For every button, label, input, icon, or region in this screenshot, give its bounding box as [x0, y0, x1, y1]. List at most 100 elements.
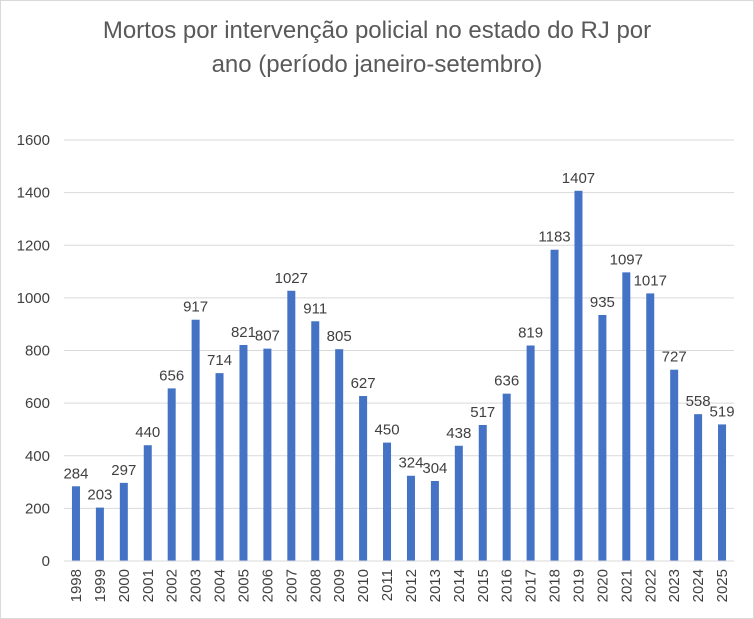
bar	[215, 373, 224, 561]
bar	[263, 348, 272, 561]
bar	[598, 314, 607, 561]
x-tick-label: 2016	[499, 569, 516, 602]
data-label: 304	[422, 460, 447, 477]
data-label: 1097	[610, 251, 643, 268]
x-tick-label: 2013	[427, 569, 444, 602]
x-tick-label: 2014	[451, 569, 468, 602]
x-tick-label: 2022	[642, 569, 659, 602]
bar	[574, 190, 583, 561]
bar	[143, 445, 152, 561]
y-tick-label: 1600	[17, 132, 50, 149]
bar	[502, 393, 511, 561]
data-label: 517	[470, 404, 495, 421]
data-label: 627	[351, 375, 376, 392]
bar	[622, 272, 631, 561]
bar	[406, 475, 415, 561]
data-label: 935	[590, 294, 615, 311]
bar	[478, 424, 487, 561]
x-tick-label: 2010	[355, 569, 372, 602]
data-label: 636	[494, 373, 519, 390]
data-label: 440	[135, 424, 160, 441]
bar	[119, 482, 128, 561]
x-tick-label: 2021	[618, 569, 635, 602]
x-tick-label: 1998	[68, 569, 85, 602]
bar	[95, 507, 104, 561]
bar	[239, 344, 248, 561]
y-tick-label: 600	[25, 395, 50, 412]
data-label: 450	[375, 422, 400, 439]
bar	[670, 369, 679, 561]
x-tick-label: 2007	[283, 569, 300, 602]
y-tick-label: 400	[25, 448, 50, 465]
chart-title-line-2: ano (período janeiro-setembro)	[211, 51, 543, 78]
x-tick-label: 2003	[188, 569, 205, 602]
y-tick-label: 200	[25, 500, 50, 517]
data-label: 1027	[275, 270, 308, 287]
x-tick-label: 2019	[570, 569, 587, 602]
x-tick-label: 2005	[235, 569, 252, 602]
x-tick-label: 2004	[212, 569, 229, 602]
y-axis-tick-labels: 0 200 400 600 800 1000 1200 1400 1600	[17, 132, 50, 570]
x-tick-label: 2008	[307, 569, 324, 602]
bar	[359, 396, 368, 561]
y-tick-label: 1200	[17, 237, 50, 254]
x-tick-label: 2000	[116, 569, 133, 602]
data-label: 203	[87, 487, 112, 504]
bar	[430, 481, 439, 561]
bar	[167, 388, 176, 561]
x-tick-label: 2001	[140, 569, 157, 602]
y-tick-label: 1000	[17, 290, 50, 307]
data-label: 438	[446, 425, 471, 442]
bars	[71, 190, 727, 561]
y-tick-label: 800	[25, 343, 50, 360]
data-label: 819	[518, 325, 543, 342]
x-tick-label: 2015	[475, 569, 492, 602]
data-label: 727	[662, 349, 687, 366]
data-label: 284	[63, 465, 88, 482]
data-label: 821	[231, 324, 256, 341]
x-tick-label: 2002	[164, 569, 181, 602]
bar	[694, 414, 703, 561]
data-label: 297	[111, 462, 136, 479]
x-tick-label: 2020	[594, 569, 611, 602]
bar	[383, 442, 392, 561]
bar	[287, 290, 296, 561]
x-tick-label: 2011	[379, 569, 396, 601]
y-tick-label: 0	[42, 553, 50, 570]
data-label: 558	[686, 393, 711, 410]
data-label: 917	[183, 299, 208, 316]
x-tick-label: 2012	[403, 569, 420, 602]
x-tick-label: 2025	[714, 569, 731, 602]
data-label: 1407	[562, 170, 595, 187]
x-axis-tick-labels: 1998 1999 2000 2001 2002 2003 2004 2005 2006 2007…	[68, 569, 731, 602]
data-label: 656	[159, 367, 184, 384]
bar	[335, 349, 344, 561]
bar	[526, 345, 535, 561]
data-label: 324	[398, 455, 423, 472]
data-label: 714	[207, 352, 232, 369]
y-tick-label: 1400	[17, 185, 50, 202]
x-tick-label: 2006	[259, 569, 276, 602]
chart-title-line-1: Mortos por intervenção policial no estad…	[102, 17, 652, 44]
bar	[191, 319, 200, 561]
x-tick-label: 2017	[523, 569, 540, 602]
data-label: 911	[303, 300, 327, 317]
data-label: 1183	[538, 229, 570, 246]
data-label: 519	[710, 403, 735, 420]
x-tick-label: 2024	[690, 569, 707, 602]
x-tick-label: 2018	[547, 569, 564, 602]
bar	[718, 424, 727, 561]
x-tick-label: 1999	[92, 569, 109, 602]
x-tick-label: 2023	[666, 569, 683, 602]
bar	[550, 249, 559, 561]
bar	[454, 445, 463, 561]
bar	[646, 293, 655, 561]
x-tick-label: 2009	[331, 569, 348, 602]
data-label: 1017	[634, 272, 667, 289]
bar	[71, 486, 80, 561]
data-label: 807	[255, 328, 280, 345]
data-label: 805	[327, 328, 352, 345]
bar	[311, 321, 320, 561]
